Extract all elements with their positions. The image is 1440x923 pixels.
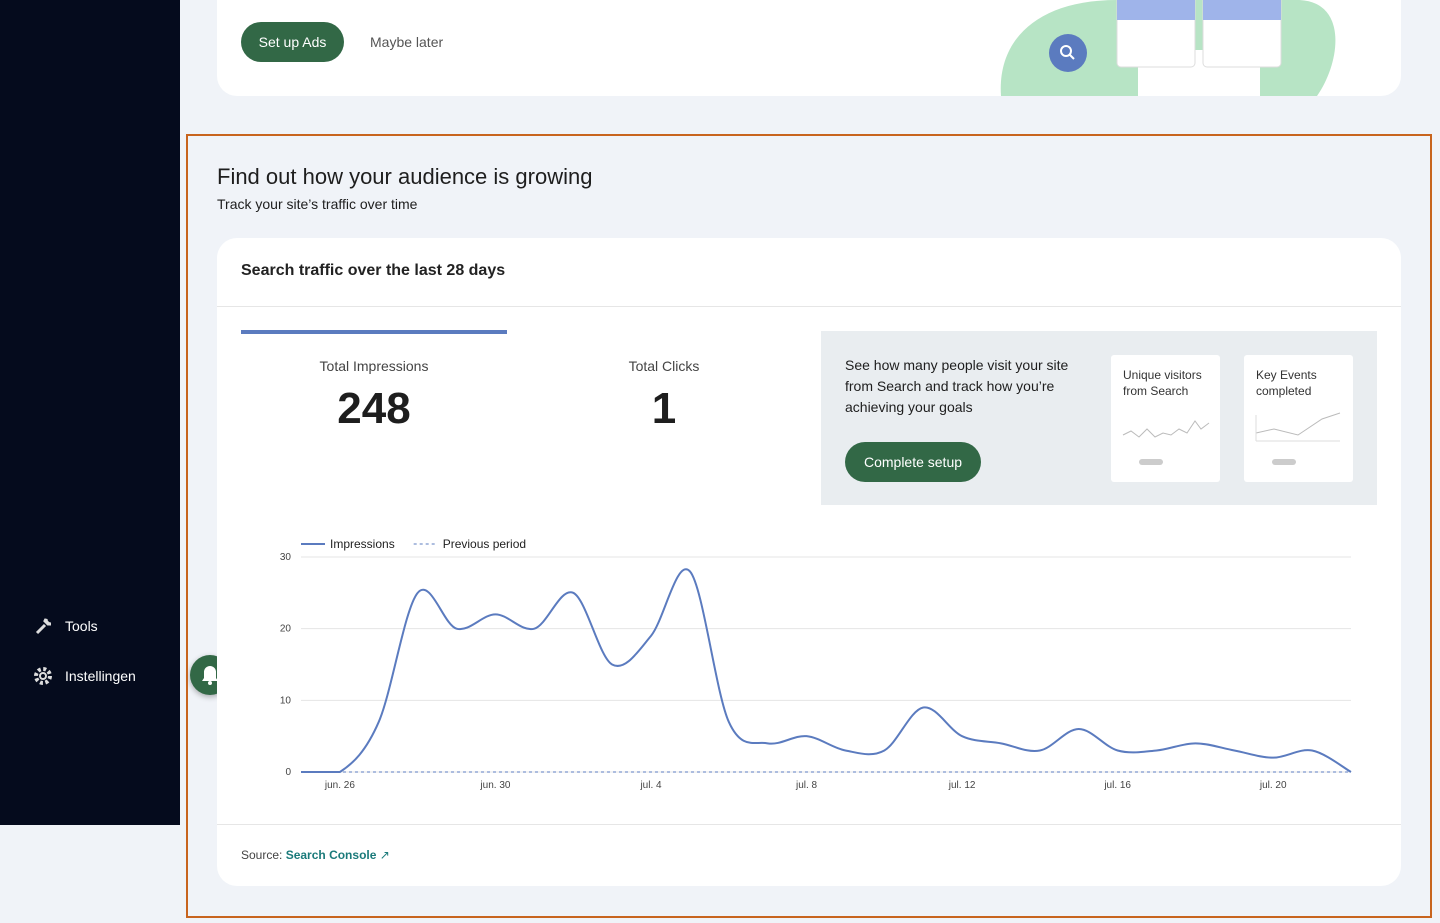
traffic-card: Search traffic over the last 28 days Tot…: [217, 238, 1401, 886]
setup-ads-button[interactable]: Set up Ads: [241, 22, 344, 62]
ads-banner: Set up Ads Maybe later: [217, 0, 1401, 96]
promo-tile: Unique visitors from Search: [1111, 355, 1220, 482]
bell-icon: [202, 666, 218, 685]
maybe-later-link[interactable]: Maybe later: [370, 34, 444, 50]
y-tick-label: 10: [280, 695, 292, 706]
nav-item[interactable]: Tools: [65, 618, 98, 634]
promo-box: See how many people visit your site from…: [821, 331, 1377, 505]
tools-icon: [35, 618, 52, 635]
metric-label[interactable]: Total Clicks: [628, 358, 700, 374]
tile-label: Key Events completed: [1256, 368, 1317, 398]
sidebar: Tools Instellingen: [0, 0, 180, 825]
section-title: Find out how your audience is growing: [217, 164, 593, 189]
tile-sparkline: [1255, 412, 1341, 465]
metric-value: 248: [337, 384, 411, 433]
legend-label: Impressions: [330, 537, 395, 551]
metric-label[interactable]: Total Impressions: [319, 358, 429, 374]
complete-setup-button[interactable]: Complete setup: [845, 442, 981, 482]
tile-sparkline: [1122, 420, 1210, 465]
ads-illustration: [1000, 0, 1336, 96]
divider: [217, 306, 1401, 307]
promo-text: See how many people visit your site from…: [845, 357, 1069, 415]
active-tab-indicator: [241, 330, 507, 334]
source: Source: Search Console ↗: [241, 848, 390, 862]
x-tick-label: jul. 4: [639, 780, 662, 791]
card-title: Search traffic over the last 28 days: [241, 262, 506, 279]
chart: 0 10 20 30 jun. 26 jun. 30 jul. 4 jul. 8 jul. 12…: [280, 537, 1352, 791]
x-tick-label: jul. 16: [1103, 780, 1131, 791]
series-line: [300, 568, 1352, 773]
y-tick-label: 20: [280, 624, 292, 635]
source-link[interactable]: Search Console: [285, 848, 377, 862]
x-tick-label: jul. 20: [1259, 780, 1287, 791]
section-subtitle: Track your site’s traffic over time: [217, 196, 418, 212]
nav-item[interactable]: Instellingen: [65, 668, 136, 684]
settings-icon: [34, 667, 52, 685]
x-tick-label: jul. 12: [948, 780, 976, 791]
tile-label: Unique visitors from Search: [1123, 368, 1202, 398]
external-link-icon: ↗: [379, 848, 390, 862]
source-label: Source:: [241, 848, 283, 862]
legend-label: Previous period: [443, 537, 526, 551]
y-tick-label: 0: [285, 767, 291, 778]
x-tick-label: jul. 8: [795, 780, 818, 791]
x-tick-label: jun. 30: [479, 780, 510, 791]
y-tick-label: 30: [280, 552, 292, 563]
divider: [217, 824, 1401, 825]
x-tick-label: jun. 26: [324, 780, 355, 791]
highlight-frame: [186, 134, 1432, 918]
promo-tile: Key Events completed: [1244, 355, 1353, 482]
metric-value: 1: [651, 384, 677, 433]
